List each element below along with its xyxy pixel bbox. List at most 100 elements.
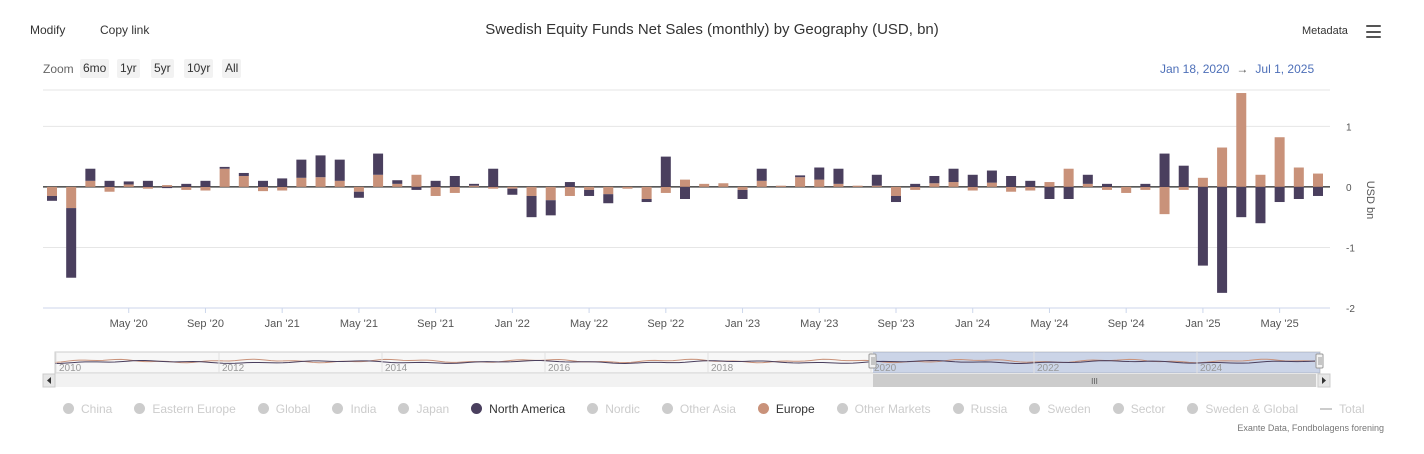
bar-north-america[interactable] [200,180,211,187]
bar-north-america[interactable] [967,174,978,187]
bar-europe[interactable] [852,185,863,187]
bar-north-america[interactable] [373,153,384,175]
bar-north-america[interactable] [123,181,134,185]
bar-europe[interactable] [1006,186,1017,192]
legend-item-china[interactable]: China [63,402,112,416]
bar-europe[interactable] [795,177,806,187]
bar-europe[interactable] [526,186,537,196]
bar-europe[interactable] [1159,186,1170,215]
bar-north-america[interactable] [258,180,268,187]
bar-europe[interactable] [392,183,403,187]
bar-europe[interactable] [814,179,825,187]
bar-europe[interactable] [449,186,460,193]
legend-item-sector[interactable]: Sector [1112,402,1165,416]
bar-north-america[interactable] [526,195,537,218]
metadata-link[interactable]: Metadata [1302,25,1348,37]
bar-north-america[interactable] [449,175,460,187]
bar-europe[interactable] [47,186,57,196]
bar-north-america[interactable] [584,189,595,196]
bar-europe[interactable] [315,177,326,187]
bar-europe[interactable] [545,186,556,201]
bar-europe[interactable] [699,183,710,187]
bar-north-america[interactable] [795,175,806,178]
bar-europe[interactable] [622,186,633,189]
bar-north-america[interactable] [641,199,652,203]
bar-north-america[interactable] [948,168,959,183]
bar-europe[interactable] [1313,173,1323,187]
bar-europe[interactable] [1140,186,1151,190]
bar-north-america[interactable] [1255,186,1266,224]
bar-north-america[interactable] [833,168,844,184]
bar-europe[interactable] [660,186,671,193]
bar-north-america[interactable] [1178,165,1189,187]
bar-north-america[interactable] [162,186,173,189]
bar-north-america[interactable] [1313,186,1323,196]
bar-europe[interactable] [871,185,882,187]
bar-north-america[interactable] [756,168,767,181]
bar-europe[interactable] [1063,168,1074,187]
bar-europe[interactable] [948,182,959,187]
bar-north-america[interactable] [488,168,499,187]
bar-europe[interactable] [891,186,901,196]
bar-europe[interactable] [1025,186,1036,191]
bar-europe[interactable] [584,186,595,190]
legend-item-other-markets[interactable]: Other Markets [836,402,931,416]
legend-item-nordic[interactable]: Nordic [587,402,640,416]
bar-north-america[interactable] [507,188,518,195]
bar-north-america[interactable] [353,191,364,198]
bar-europe[interactable] [488,186,499,189]
bar-europe[interactable] [737,186,748,190]
bar-north-america[interactable] [1140,183,1151,187]
bar-europe[interactable] [1178,186,1189,190]
bar-north-america[interactable] [219,166,230,169]
bar-europe[interactable] [986,182,997,187]
bar-north-america[interactable] [986,170,997,183]
bar-north-america[interactable] [564,182,575,187]
legend-item-north-america[interactable]: North America [471,402,565,416]
bar-europe[interactable] [296,177,307,187]
bar-north-america[interactable] [603,194,614,204]
bar-europe[interactable] [718,183,729,187]
bar-europe[interactable] [373,174,384,187]
bar-europe[interactable] [603,186,614,195]
bar-north-america[interactable] [181,183,192,187]
bar-north-america[interactable] [238,172,249,176]
legend-item-europe[interactable]: Europe [757,402,815,416]
legend-item-sweden[interactable]: Sweden [1029,402,1091,416]
bar-europe[interactable] [775,185,786,187]
bar-europe[interactable] [66,186,77,209]
bar-europe[interactable] [507,186,518,189]
bar-north-america[interactable] [104,180,115,187]
bar-europe[interactable] [929,183,940,187]
range-from[interactable]: Jan 18, 2020 [1160,62,1230,76]
bar-europe[interactable] [1197,177,1208,187]
bar-north-america[interactable] [392,180,403,184]
bar-europe[interactable] [756,180,767,187]
bar-europe[interactable] [258,186,268,192]
bar-north-america[interactable] [1082,174,1093,184]
bar-europe[interactable] [181,186,192,190]
bar-north-america[interactable] [277,178,288,187]
bar-europe[interactable] [641,186,652,199]
bar-europe[interactable] [219,168,230,187]
zoom-10yr-button[interactable]: 10yr [184,59,214,78]
bar-north-america[interactable] [296,159,307,178]
bar-europe[interactable] [353,186,364,192]
bar-north-america[interactable] [1217,186,1228,293]
bar-europe[interactable] [1121,186,1132,193]
bar-north-america[interactable] [891,195,901,203]
bar-north-america[interactable] [411,186,422,190]
navigator[interactable]: 2010 2012 2014 2016 2018 2020 2022 2024 III [42,351,1331,388]
bar-europe[interactable] [200,186,211,191]
bar-europe[interactable] [238,175,249,187]
bar-europe[interactable] [1274,137,1285,187]
navigator-selection[interactable] [873,352,1320,373]
bar-europe[interactable] [430,186,441,196]
range-to[interactable]: Jul 1, 2025 [1255,62,1315,76]
bar-north-america[interactable] [1006,175,1017,187]
modify-link[interactable]: Modify [30,23,66,37]
zoom-1yr-button[interactable]: 1yr [117,59,140,78]
bar-europe[interactable] [1293,167,1304,187]
bar-europe[interactable] [1082,183,1093,187]
bar-europe[interactable] [469,185,479,187]
